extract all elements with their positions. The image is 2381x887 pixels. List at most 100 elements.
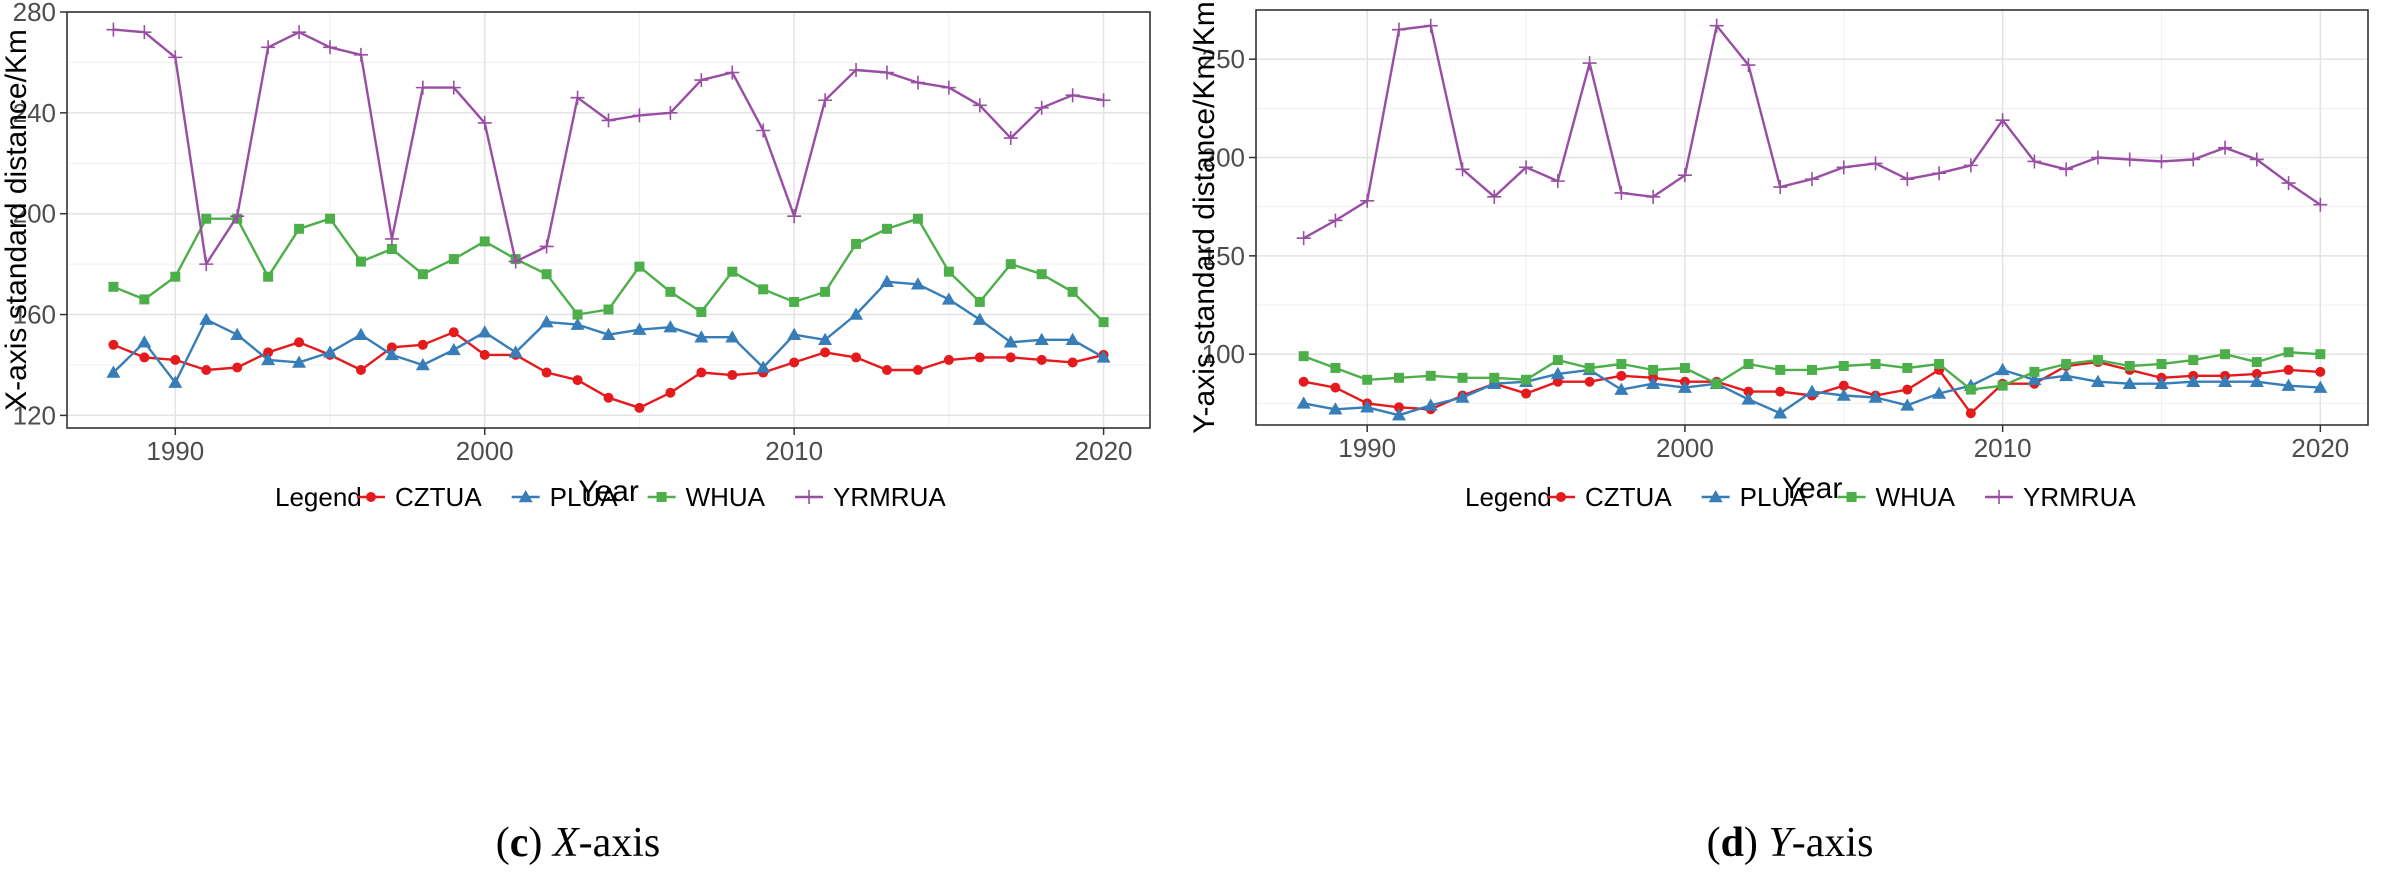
data-point-whua [1005,259,1016,270]
data-point-plua [663,320,678,333]
caption: (d) Y-axis [1707,820,1874,866]
data-point-yrmrua [1455,162,1470,177]
data-point-whua [2156,359,2167,370]
data-point-plua [1900,398,1915,411]
chart-x-axis-standard-distance: 1990 2000 2010 2020 120 160 200 240 280 Year X-axi… [0,0,1151,866]
data-point-plua [1646,376,1661,389]
series-yrmrua [1296,18,2328,246]
data-point-plua [725,330,740,343]
data-point-yrmrua [632,108,647,123]
data-point-cztua [108,339,119,350]
data-point-whua [2061,359,2072,370]
data-point-plua [1487,376,1502,389]
data-point-plua [1614,382,1629,395]
panel-border [1255,9,2369,426]
y-axis-title: Y-axis standard distance/Km/Km [1190,1,1221,433]
data-point-yrmrua [1003,131,1018,146]
data-point-cztua [355,365,366,376]
legend-label: YRMRUA [833,482,946,512]
x-tick-label: 1990 [1338,433,1396,463]
data-point-plua [972,312,987,325]
data-point-plua [1805,384,1819,397]
legend-key-marker [366,492,376,502]
legend-item-cztua: CZTUA [1547,482,1672,512]
data-point-yrmrua [2313,197,2328,212]
data-point-yrmrua [1096,93,1111,108]
data-point-plua [292,355,307,368]
data-point-yrmrua [1900,172,1915,187]
data-point-whua [665,286,676,297]
data-point-cztua [1330,382,1341,393]
data-point-yrmrua [1995,113,2010,128]
data-point-yrmrua [1932,166,1947,181]
data-point-plua [539,315,554,328]
data-point-cztua [1584,376,1595,387]
caption-part: ) [1744,820,1769,866]
data-point-yrmrua [1836,160,1851,175]
data-point-plua [1096,350,1111,363]
data-point-yrmrua [1741,58,1756,73]
data-point-cztua [2251,368,2262,379]
legend-key-marker [802,490,817,504]
data-point-yrmrua [106,22,121,37]
data-point-plua [1995,362,2010,376]
data-point-yrmrua [1614,185,1629,200]
data-point-cztua [1552,376,1563,387]
data-point-yrmrua [663,105,678,120]
data-point-yrmrua [323,40,338,55]
data-point-plua [2059,368,2074,382]
legend-item-plua: PLUA [511,482,619,512]
data-point-cztua [634,402,645,413]
data-point-whua [1393,372,1404,383]
data-point-whua [1584,362,1595,373]
data-point-whua [294,223,305,234]
data-point-plua [106,365,121,378]
data-point-cztua [696,367,707,378]
data-point-plua [508,345,523,358]
legend-label: WHUA [1876,482,1956,512]
data-point-yrmrua [879,65,894,80]
y-tick-label: 240 [13,98,56,128]
y-tick-label: 120 [13,400,56,430]
data-point-cztua [201,365,212,376]
data-point-whua [1870,359,1881,370]
data-point-yrmrua [601,113,616,128]
data-point-whua [1965,384,1976,395]
data-point-cztua [1965,408,1976,419]
data-point-whua [1425,370,1436,381]
data-point-yrmrua [415,80,430,95]
data-point-whua [1807,364,1817,375]
data-point-whua [1298,351,1309,362]
data-point-whua [1521,374,1532,385]
legend: Legend CZTUA PLUA WHUA YRMRUA [1465,482,2136,512]
data-point-whua [727,266,738,277]
plot-area [67,12,1150,428]
data-point-yrmrua [725,65,740,80]
data-point-yrmrua [818,93,833,108]
data-point-yrmrua [1677,168,1692,183]
data-point-yrmrua [2249,152,2264,167]
data-point-yrmrua [1296,231,1311,246]
y-tick-label: 280 [13,0,56,27]
data-point-cztua [1902,384,1913,395]
legend-label: PLUA [550,482,619,512]
data-point-yrmrua [1034,100,1049,115]
data-point-yrmrua [261,40,276,55]
data-point-whua [1098,317,1109,328]
data-point-yrmrua [2090,150,2105,165]
data-point-whua [1489,372,1500,383]
data-point-whua [1330,362,1341,373]
data-point-yrmrua [570,90,585,105]
data-point-plua [2218,374,2233,387]
data-point-yrmrua [694,73,709,88]
data-point-cztua [479,349,490,360]
data-point-plua [1455,390,1470,403]
data-point-plua [2186,374,2201,387]
data-point-yrmrua [1805,172,1819,187]
data-point-cztua [448,327,459,338]
caption-part: ( [1707,820,1721,866]
x-axis-title: Year [1782,472,1843,505]
data-point-cztua [2283,364,2294,375]
data-point-whua [2220,349,2231,360]
